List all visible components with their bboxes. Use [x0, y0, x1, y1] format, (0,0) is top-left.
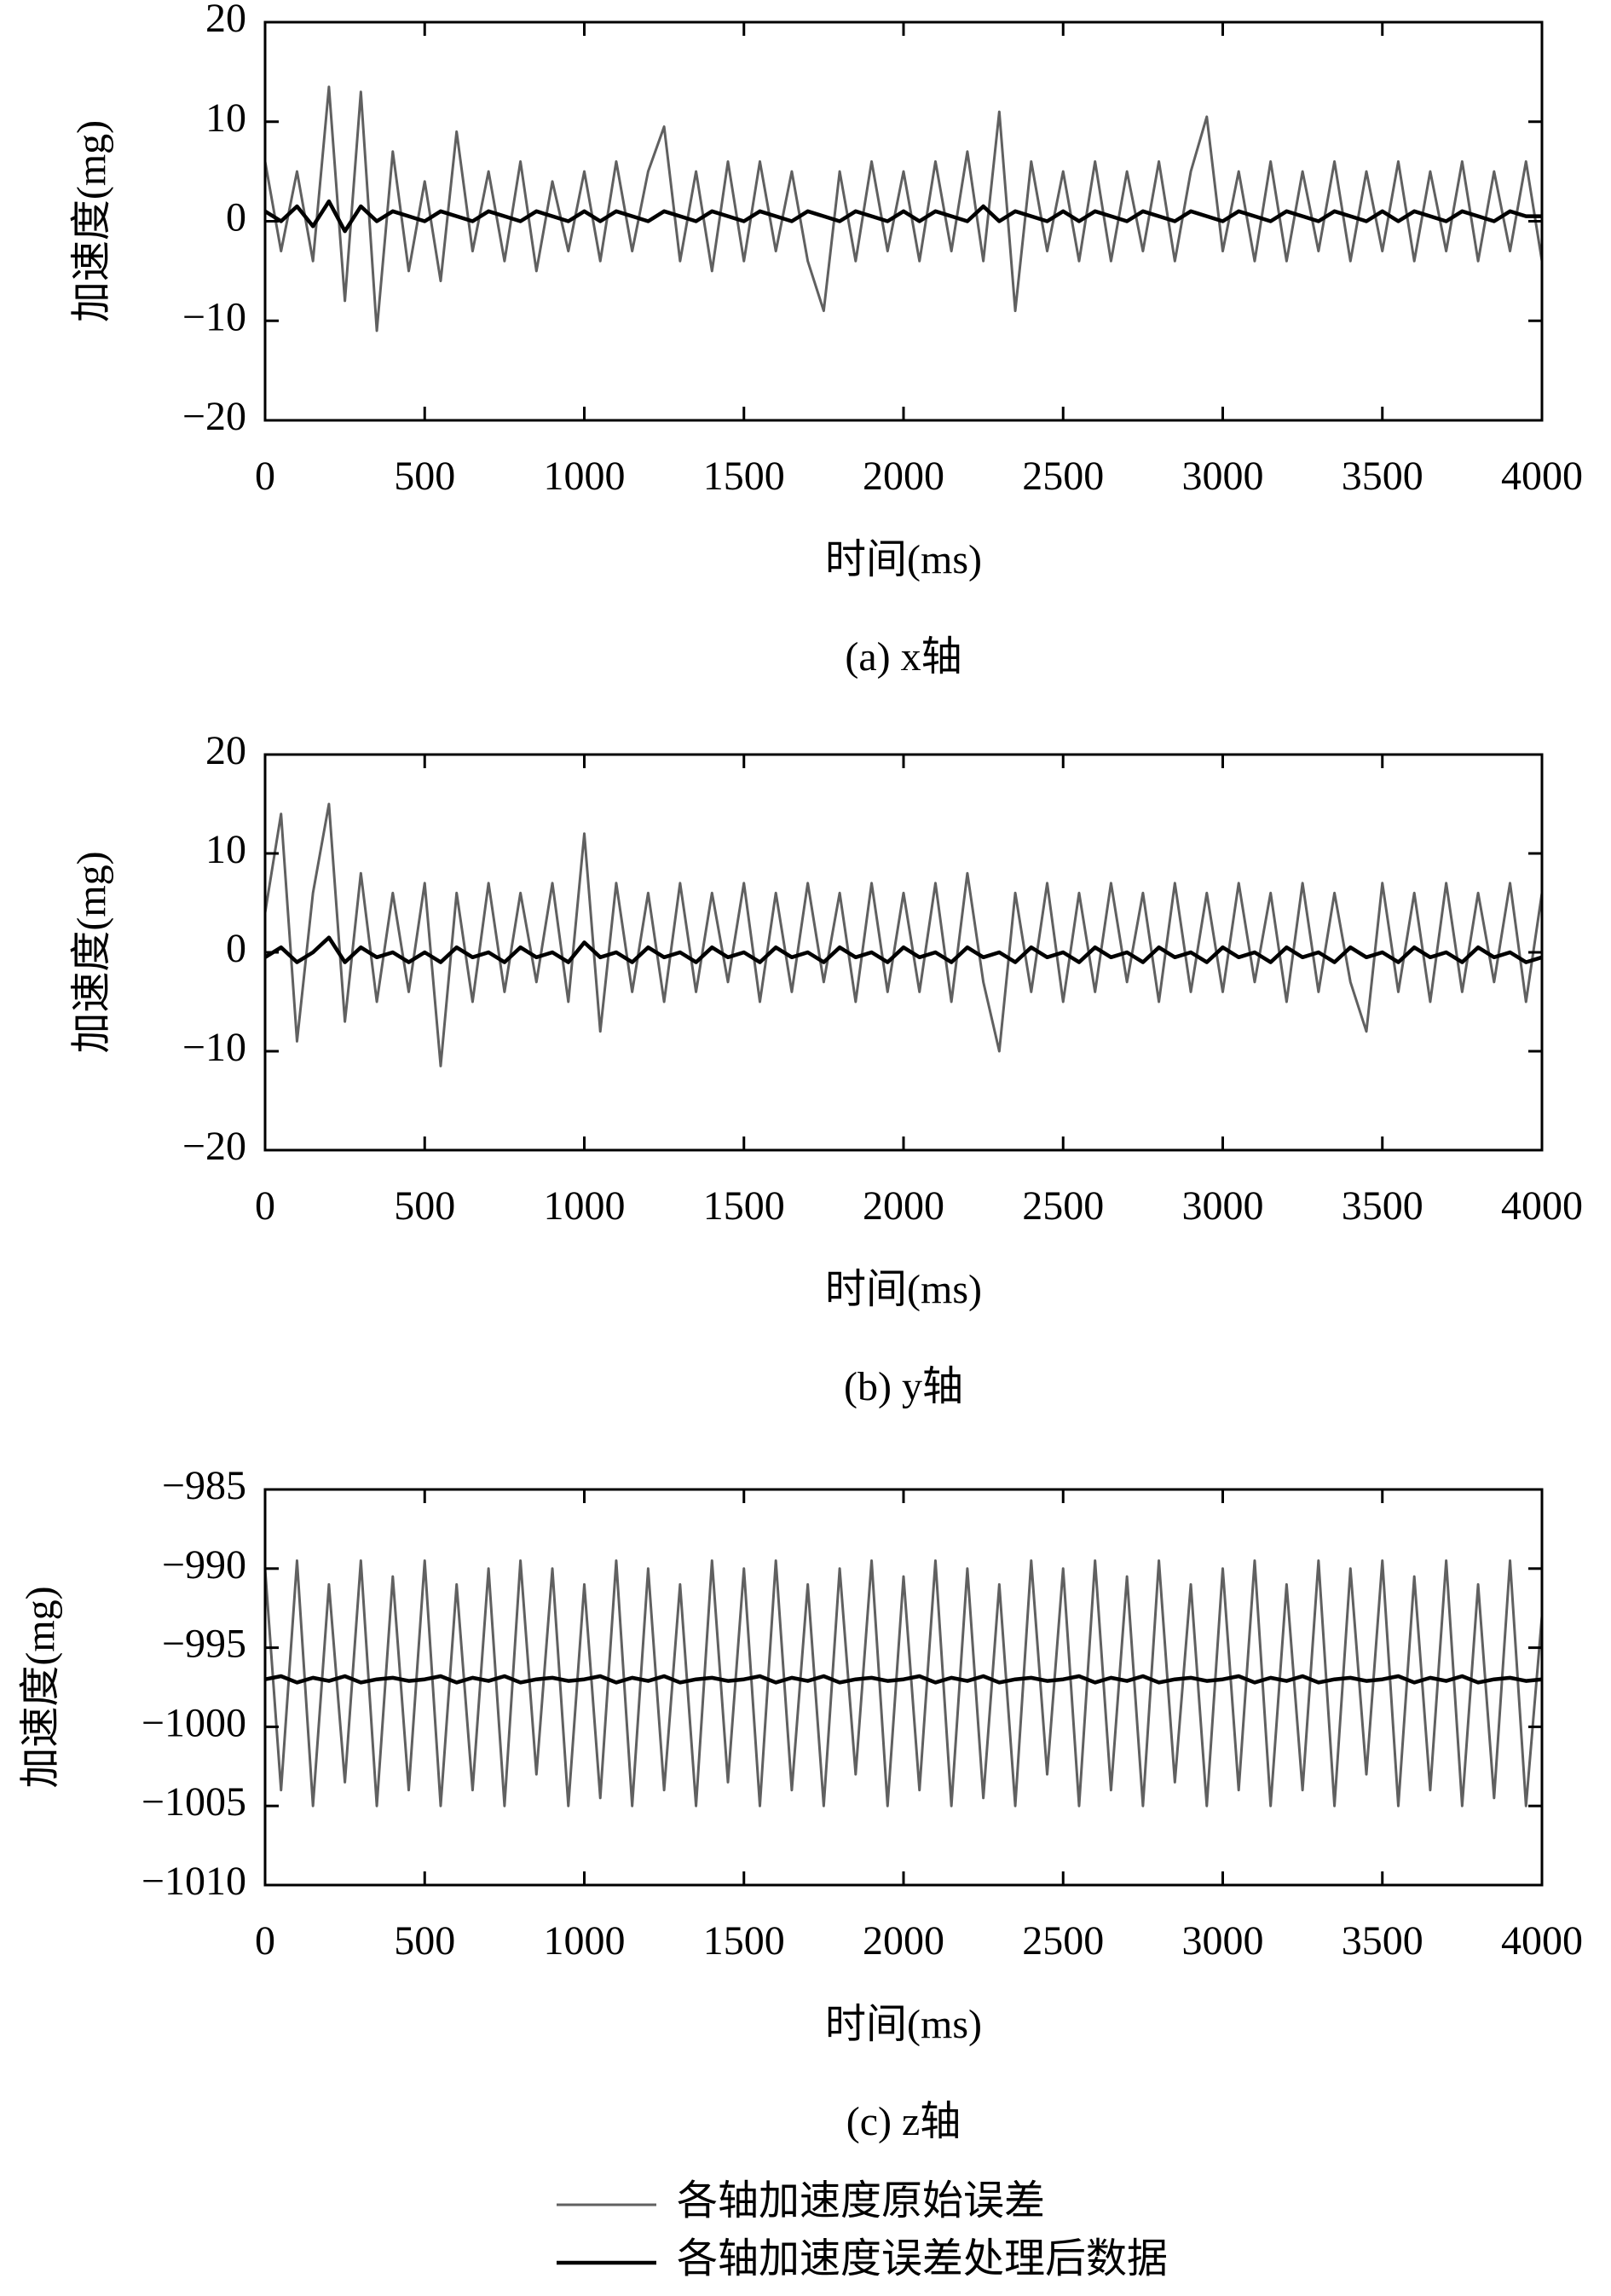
x-tick-label: 4000 — [1501, 454, 1583, 499]
x-tick-label: 500 — [394, 1183, 455, 1229]
x-tick-label: 3000 — [1182, 1918, 1264, 1963]
y-tick-label: −1005 — [141, 1779, 246, 1825]
y-tick-label: −1000 — [141, 1700, 246, 1745]
data-line — [263, 85, 1544, 333]
y-tick-label: 20 — [205, 728, 246, 773]
x-tick-label: 1000 — [544, 454, 626, 499]
legend-label: 各轴加速度误差处理后数据 — [677, 2236, 1168, 2282]
x-tick-label: 2500 — [1022, 454, 1104, 499]
data-line — [263, 935, 1543, 964]
data-line — [263, 802, 1544, 1067]
y-tick-label: −20 — [182, 1124, 246, 1169]
y-tick-label: 20 — [205, 0, 246, 41]
x-tick-label: 3500 — [1342, 1183, 1423, 1229]
x-tick-label: 2500 — [1022, 1918, 1104, 1963]
y-tick-label: 0 — [226, 926, 246, 971]
data-line — [263, 199, 1542, 234]
x-tick-label: 1000 — [544, 1918, 626, 1963]
x-tick-label: 2000 — [863, 1183, 944, 1229]
x-tick-label: 4000 — [1501, 1918, 1583, 1963]
x-tick-label: 500 — [394, 454, 455, 499]
data-line — [263, 1559, 1544, 1807]
y-tick-label: −10 — [182, 1025, 246, 1070]
legend-label: 各轴加速度原始误差 — [677, 2178, 1045, 2224]
x-tick-label: 1500 — [703, 1183, 785, 1229]
y-tick-label: 10 — [205, 827, 246, 872]
caption: (a) x轴 — [845, 634, 961, 680]
x-tick-label: 2500 — [1022, 1183, 1104, 1229]
x-axis-label: 时间(ms) — [825, 1267, 982, 1312]
y-tick-label: −985 — [162, 1463, 246, 1508]
x-tick-label: 3000 — [1182, 454, 1264, 499]
x-tick-label: 3000 — [1182, 1183, 1264, 1229]
plot-frame — [263, 1488, 1544, 1887]
y-tick-label: −990 — [162, 1542, 246, 1588]
x-tick-label: 500 — [394, 1918, 455, 1963]
x-tick-label: 3500 — [1342, 1918, 1423, 1963]
y-axis-label: 加速度(mg) — [69, 851, 114, 1053]
y-tick-label: −10 — [182, 294, 246, 339]
caption: (c) z轴 — [846, 2099, 961, 2144]
x-tick-label: 0 — [255, 1918, 275, 1963]
x-tick-label: 4000 — [1501, 1183, 1583, 1229]
y-axis-label: 加速度(mg) — [18, 1586, 63, 1788]
data-line — [264, 1674, 1543, 1685]
x-tick-label: 0 — [255, 1183, 275, 1229]
x-tick-label: 1500 — [703, 1918, 785, 1963]
y-tick-label: −1010 — [141, 1859, 246, 1904]
y-tick-label: −995 — [162, 1622, 246, 1667]
caption: (b) y轴 — [844, 1364, 963, 1409]
y-tick-label: 0 — [226, 195, 246, 240]
x-axis-label: 时间(ms) — [825, 537, 982, 582]
x-tick-label: 3500 — [1342, 454, 1423, 499]
x-tick-label: 2000 — [863, 454, 944, 499]
x-tick-label: 1000 — [544, 1183, 626, 1229]
y-tick-label: 10 — [205, 95, 246, 141]
x-tick-label: 0 — [255, 454, 275, 499]
x-axis-label: 时间(ms) — [825, 2002, 982, 2047]
plot-frame — [263, 20, 1544, 422]
plot-frame — [263, 753, 1544, 1152]
x-tick-label: 2000 — [863, 1918, 944, 1963]
y-axis-label: 加速度(mg) — [69, 120, 114, 322]
y-tick-label: −20 — [182, 394, 246, 439]
x-tick-label: 1500 — [703, 454, 785, 499]
